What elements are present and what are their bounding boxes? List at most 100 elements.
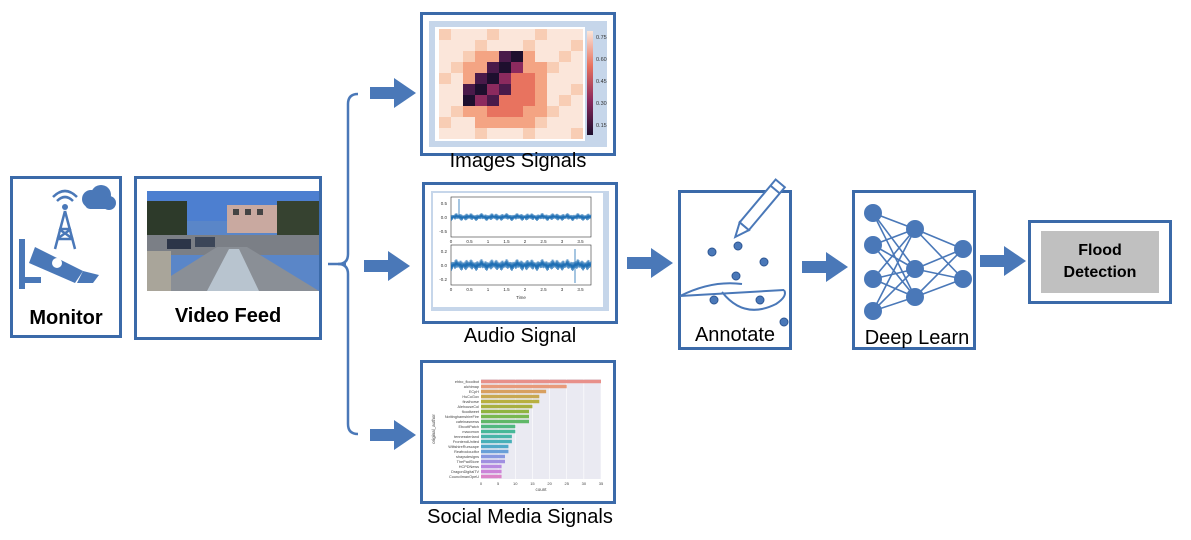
deep-learn-node: Deep Learn — [852, 190, 976, 350]
colorbar-tick-label: 0.30 — [596, 101, 607, 107]
bar — [481, 399, 540, 404]
annotate-label: Annotate — [694, 324, 776, 346]
audio-xtick-label: 3.5 — [577, 239, 584, 244]
bar-category-label: ThePadStore — [457, 460, 479, 464]
bar — [481, 474, 502, 479]
bar — [481, 459, 505, 464]
audio-xtick-label: 3 — [561, 239, 564, 244]
bar-category-label: AlehouseCol — [457, 405, 479, 409]
audio-xtick-label: 1.5 — [503, 239, 510, 244]
bar-category-label: NottinghamshireFire — [445, 415, 479, 419]
bar-category-label: HCPDNews — [459, 465, 479, 469]
bar-category-label: Reafrocloudfor — [454, 450, 480, 454]
monitor-node: Monitor — [10, 176, 122, 338]
audio-ytick-label: 0.0 — [441, 263, 448, 268]
heatmap-chart: 0.75 0.60 0.45 0.30 0.15 — [435, 27, 607, 141]
arrow-to-annotate — [627, 248, 673, 278]
audio-xtick-label: 1 — [487, 287, 490, 292]
colorbar-tick-label: 0.75 — [596, 35, 607, 41]
bar — [481, 424, 516, 429]
bar — [481, 464, 502, 469]
bar-xtick-label: 35 — [599, 481, 604, 486]
audio-xtick-label: 0 — [450, 287, 453, 292]
images-signals-label: Images Signals — [449, 150, 587, 172]
bar-category-label: DragonDigitalTV — [451, 470, 479, 474]
bar — [481, 389, 547, 394]
bar — [481, 434, 512, 439]
audio-waveform-chart: 0.50.0-0.50.20.0-0.2000.50.5111.51.5222.… — [433, 193, 603, 307]
audio-xtick-label: 2 — [524, 287, 527, 292]
audio-ytick-label: 0.2 — [441, 249, 448, 254]
annotate-illustration-icon — [679, 178, 789, 327]
video-feed-image — [147, 191, 319, 291]
arrow-to-social — [370, 420, 416, 450]
bar — [481, 379, 601, 384]
audio-signal-label: Audio Signal — [463, 325, 577, 347]
audio-xtick-label: 3.5 — [577, 287, 584, 292]
monitor-label: Monitor — [29, 307, 103, 329]
audio-xtick-label: 2 — [524, 239, 527, 244]
branch-connector — [328, 92, 359, 436]
bar — [481, 419, 529, 424]
colorbar-tick-label: 0.45 — [596, 79, 607, 85]
bar-category-label: HuCoGov — [462, 395, 479, 399]
bar-xtick-label: 10 — [513, 481, 518, 486]
bar — [481, 394, 540, 399]
flood-detection-label-line1: Flood — [1078, 242, 1122, 259]
colorbar-tick-label: 0.60 — [596, 57, 607, 63]
bar-category-label: cafeinasnews — [456, 420, 479, 424]
social-media-signals-node: 0 5 10 15 20 25 30 35 ehbo_floodbot alchimap ECpH H… — [420, 360, 616, 504]
bar-category-label: WiltshireRurscape — [448, 445, 479, 449]
colorbar-tick-label: 0.15 — [596, 123, 607, 129]
bar — [481, 469, 502, 474]
bar-category-label: macomon — [462, 430, 479, 434]
social-bar-chart: 0 5 10 15 20 25 30 35ehbo_floodbotalchimapECpHH… — [427, 367, 609, 497]
bar-xtick-label: 0 — [480, 481, 483, 486]
video-feed-label: Video Feed — [174, 305, 282, 327]
audio-xlabel: Time — [516, 295, 526, 300]
audio-xtick-label: 0.5 — [466, 287, 473, 292]
audio-xtick-label: 1 — [487, 239, 490, 244]
social-media-signals-label: Social Media Signals — [427, 506, 613, 528]
bar-xtick-label: 15 — [530, 481, 535, 486]
audio-ytick-label: 0.0 — [441, 215, 448, 220]
audio-xtick-label: 3 — [561, 287, 564, 292]
bar — [481, 414, 529, 419]
flood-detection-label-line2: Detection — [1063, 264, 1137, 281]
monitor-camera-icon — [19, 185, 116, 289]
flood-detection-panel: Flood Detection — [1041, 231, 1159, 293]
bar — [481, 429, 516, 434]
bar-category-label: tennessterland — [454, 435, 479, 439]
neural-network-icon — [864, 204, 972, 320]
bar-xtick-label: 20 — [547, 481, 552, 486]
audio-ytick-label: -0.5 — [439, 229, 447, 234]
bar-category-label: CouncilmanOpeU — [449, 475, 479, 479]
audio-xtick-label: 0.5 — [466, 239, 473, 244]
audio-xtick-label: 2.5 — [540, 287, 547, 292]
audio-xtick-label: 1.5 — [503, 287, 510, 292]
audio-ytick-label: 0.5 — [441, 201, 448, 206]
flood-detection-node: Flood Detection — [1028, 220, 1172, 304]
bar-category-label: shaysdesigns — [456, 455, 479, 459]
bar — [481, 454, 505, 459]
bar-category-label: ehbo_floodbot — [455, 380, 480, 384]
bar — [481, 439, 512, 444]
bar-xtick-label: 25 — [564, 481, 569, 486]
audio-xtick-label: 2.5 — [540, 239, 547, 244]
arrow-to-images — [370, 78, 416, 108]
bar — [481, 409, 529, 414]
audio-signal-node: 0.5 0.0 -0.5 0.2 0.0 -0.2 0 0 0.5 0.5 1 1 1.5 1.5 2 2 2.… — [422, 182, 618, 324]
bar-xtick-label: 30 — [582, 481, 587, 486]
video-feed-node: Video Feed — [134, 176, 322, 340]
arrow-to-deep-learn — [802, 252, 848, 282]
bar-xtick-label: 5 — [497, 481, 500, 486]
bar-category-label: ECpH — [469, 390, 479, 394]
bar — [481, 404, 533, 409]
arrow-to-flood-detection — [980, 246, 1026, 276]
arrow-to-audio — [364, 251, 410, 281]
bar — [481, 444, 509, 449]
bar-ylabel: original_author — [431, 414, 436, 444]
annotate-node — [678, 190, 792, 350]
bar-category-label: EbcottPatch — [459, 425, 479, 429]
bar-category-label: FrontendUnited — [453, 440, 479, 444]
